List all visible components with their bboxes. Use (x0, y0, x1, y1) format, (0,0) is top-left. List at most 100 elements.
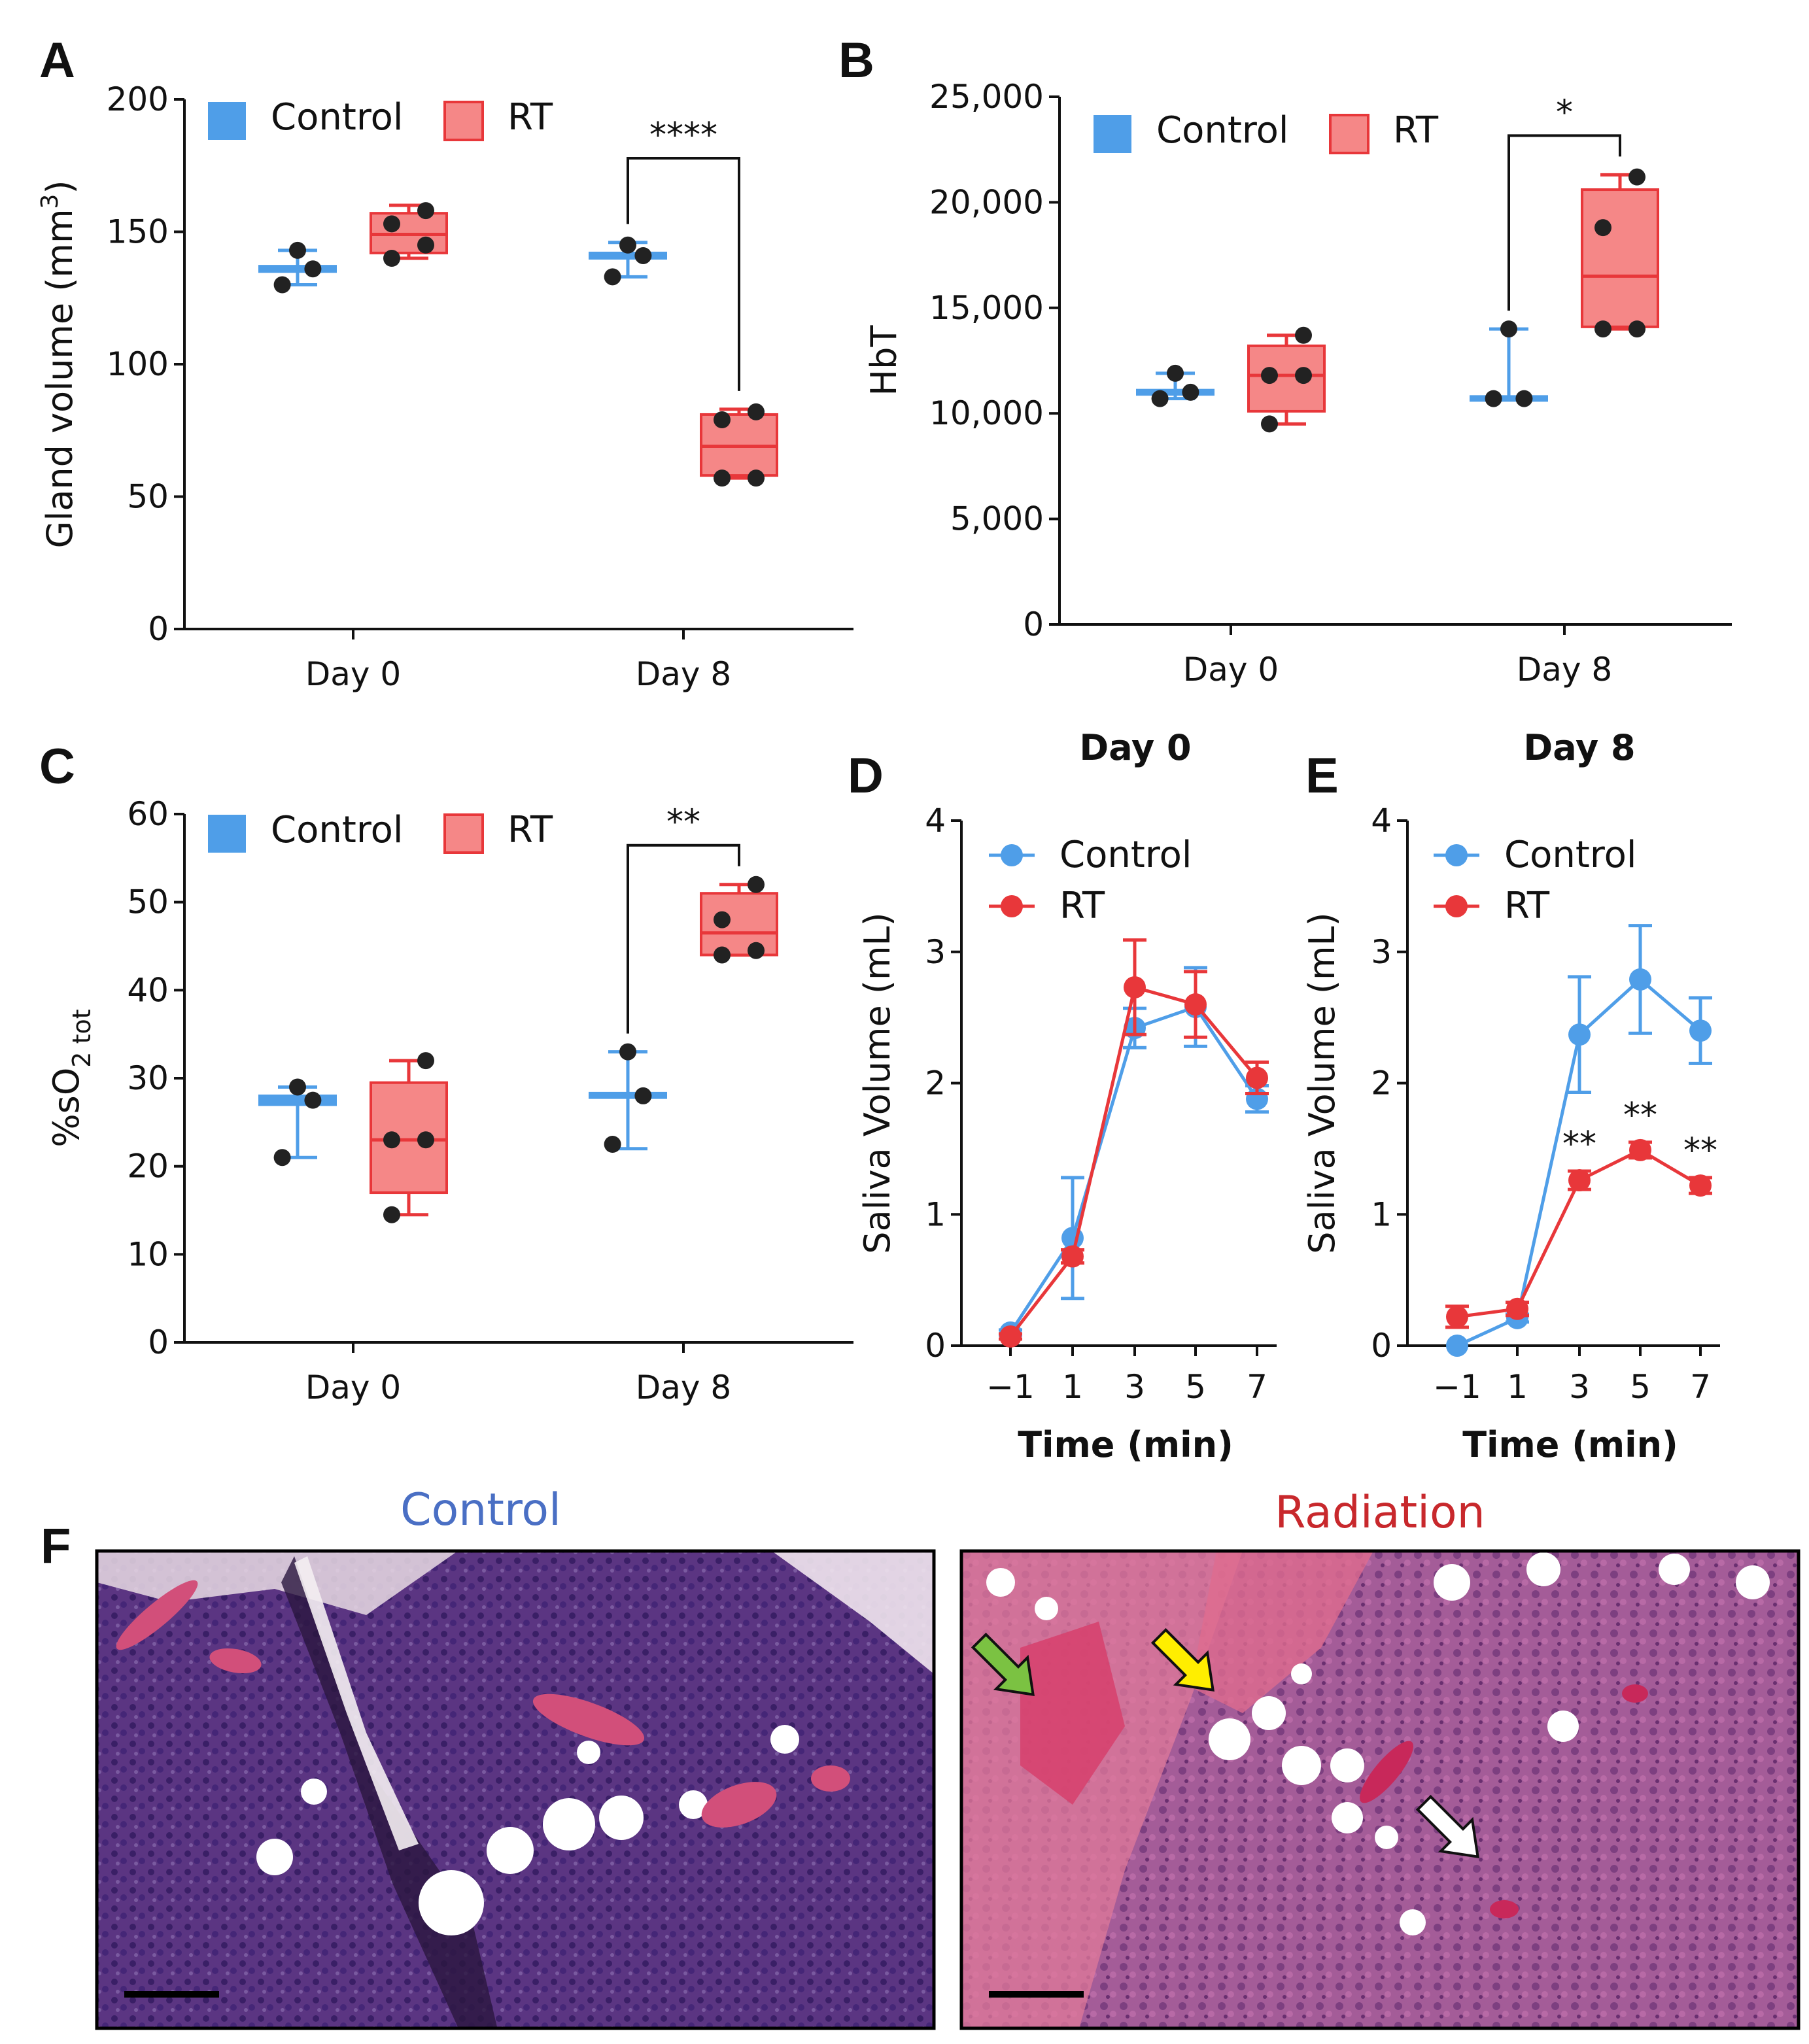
rt-box-day-0 (370, 202, 448, 267)
x-tick-label: 5 (1185, 1368, 1206, 1406)
series-rt (999, 938, 1269, 1348)
panel-letter: F (41, 1518, 71, 1574)
data-point (1295, 326, 1312, 344)
rt-box-day-8 (700, 403, 778, 487)
data-point (417, 1052, 434, 1070)
data-point (417, 1131, 434, 1149)
data-point (634, 1087, 652, 1104)
data-point (1295, 367, 1312, 384)
rt-box-day-8 (1581, 168, 1659, 338)
y-tick-label: 0 (1371, 1327, 1392, 1365)
control-box-day-8 (589, 236, 667, 286)
y-tick-label: 3 (1371, 933, 1392, 971)
legend-marker-control (1001, 844, 1023, 866)
data-point (748, 876, 765, 893)
y-tick-label: 10 (127, 1235, 169, 1273)
significance-stars: ** (1683, 1131, 1717, 1170)
y-tick-label: 200 (107, 80, 169, 118)
y-tick-label: 3 (925, 933, 946, 971)
y-tick-label: 150 (107, 213, 169, 251)
legend-marker-rt (1445, 895, 1468, 917)
y-axis-title: Gland volume (mm3) (37, 180, 80, 548)
data-point (714, 411, 731, 429)
y-tick-label: 40 (127, 971, 169, 1009)
data-point (1500, 320, 1517, 338)
y-tick-label: 0 (1023, 605, 1044, 643)
legend-label-control: Control (271, 809, 403, 851)
data-point (748, 469, 765, 487)
data-point (714, 469, 731, 487)
y-tick-label: 30 (127, 1059, 169, 1097)
legend-swatch-control (208, 102, 246, 140)
x-tick-label: −1 (1433, 1368, 1481, 1406)
data-point (604, 1136, 621, 1153)
y-tick-label: 4 (1371, 802, 1392, 840)
legend-swatch-control (1094, 115, 1131, 153)
legend-label-rt: RT (1393, 109, 1439, 152)
y-tick-label: 20,000 (929, 183, 1044, 221)
legend-label-rt: RT (508, 809, 553, 851)
panel-b: B 0 5,000 10,000 15,000 20,000 25,000 Day 0 Day … (838, 33, 1732, 689)
panel-letter: E (1305, 748, 1339, 804)
rt-box-day-0 (370, 1052, 448, 1223)
panel-e: E Day 8 0 1 2 3 4 −1 1 3 5 7 Time (min) Saliva Volume… (1301, 727, 1720, 1465)
data-point (1184, 993, 1207, 1016)
x-tick-label: Day 8 (636, 1369, 731, 1406)
data-point (1506, 1297, 1528, 1320)
y-tick-label: 0 (148, 1323, 169, 1361)
significance-stars: ** (666, 803, 700, 842)
x-tick-label: 3 (1569, 1368, 1590, 1406)
chart-title: Day 8 (1523, 727, 1635, 768)
y-tick-label: 50 (127, 478, 169, 516)
data-point (1629, 1138, 1651, 1161)
series-rt (1445, 1138, 1712, 1329)
data-point (1246, 1066, 1268, 1089)
series-control (1446, 924, 1712, 1357)
y-tick-label: 2 (925, 1065, 946, 1102)
panel-letter: D (848, 748, 884, 804)
x-tick-label: Day 8 (636, 655, 731, 693)
x-tick-label: 7 (1247, 1368, 1267, 1406)
panel-d: D Day 0 0 1 2 3 4 −1 1 3 5 7 Time (min) Saliva Volume… (848, 727, 1277, 1465)
significance-bracket (627, 157, 740, 391)
x-tick-label: 3 (1124, 1368, 1145, 1406)
data-point (417, 236, 434, 254)
data-point (417, 202, 434, 220)
data-point (289, 241, 306, 259)
control-box-day-0 (258, 241, 337, 294)
panel-a: A 0 50 100 150 200 Day 0 Day 8 Gland volume (mm3… (37, 33, 853, 693)
significance-stars: * (1556, 93, 1573, 132)
y-tick-label: 15,000 (929, 289, 1044, 327)
panel-letter: A (39, 33, 75, 88)
y-tick-label: 50 (127, 883, 169, 921)
data-point (383, 215, 400, 233)
x-tick-label: Day 0 (305, 655, 401, 693)
yellow-arrow-icon (1150, 1627, 1215, 1692)
y-tick-label: 1 (925, 1195, 946, 1233)
data-point (1515, 390, 1533, 407)
legend-label-rt: RT (1504, 885, 1550, 927)
control-box-day-8 (1470, 320, 1548, 407)
significance-stars: ** (1562, 1125, 1596, 1164)
legend-marker-rt (1001, 895, 1023, 917)
y-axis-title: Saliva Volume (mL) (1301, 912, 1343, 1253)
data-point (748, 942, 765, 959)
y-tick-label: 5,000 (950, 500, 1044, 538)
panel-f-histology: F Control Radiation (41, 1484, 1800, 2030)
data-point (1689, 1174, 1712, 1197)
data-point (383, 1206, 400, 1223)
legend-swatch-rt (443, 101, 484, 141)
data-point (619, 236, 636, 254)
x-tick-label: −1 (986, 1368, 1035, 1406)
data-point (1061, 1245, 1084, 1268)
significance-bracket (627, 843, 740, 1034)
scale-bar (124, 1991, 219, 1998)
data-point (1182, 383, 1199, 401)
data-point (1628, 168, 1645, 186)
data-point (1446, 1305, 1468, 1328)
chart-title: Day 0 (1079, 727, 1191, 768)
x-tick-label: 1 (1062, 1368, 1083, 1406)
data-point (273, 1149, 291, 1167)
data-point (1446, 1335, 1468, 1357)
x-tick-label: 7 (1690, 1368, 1711, 1406)
